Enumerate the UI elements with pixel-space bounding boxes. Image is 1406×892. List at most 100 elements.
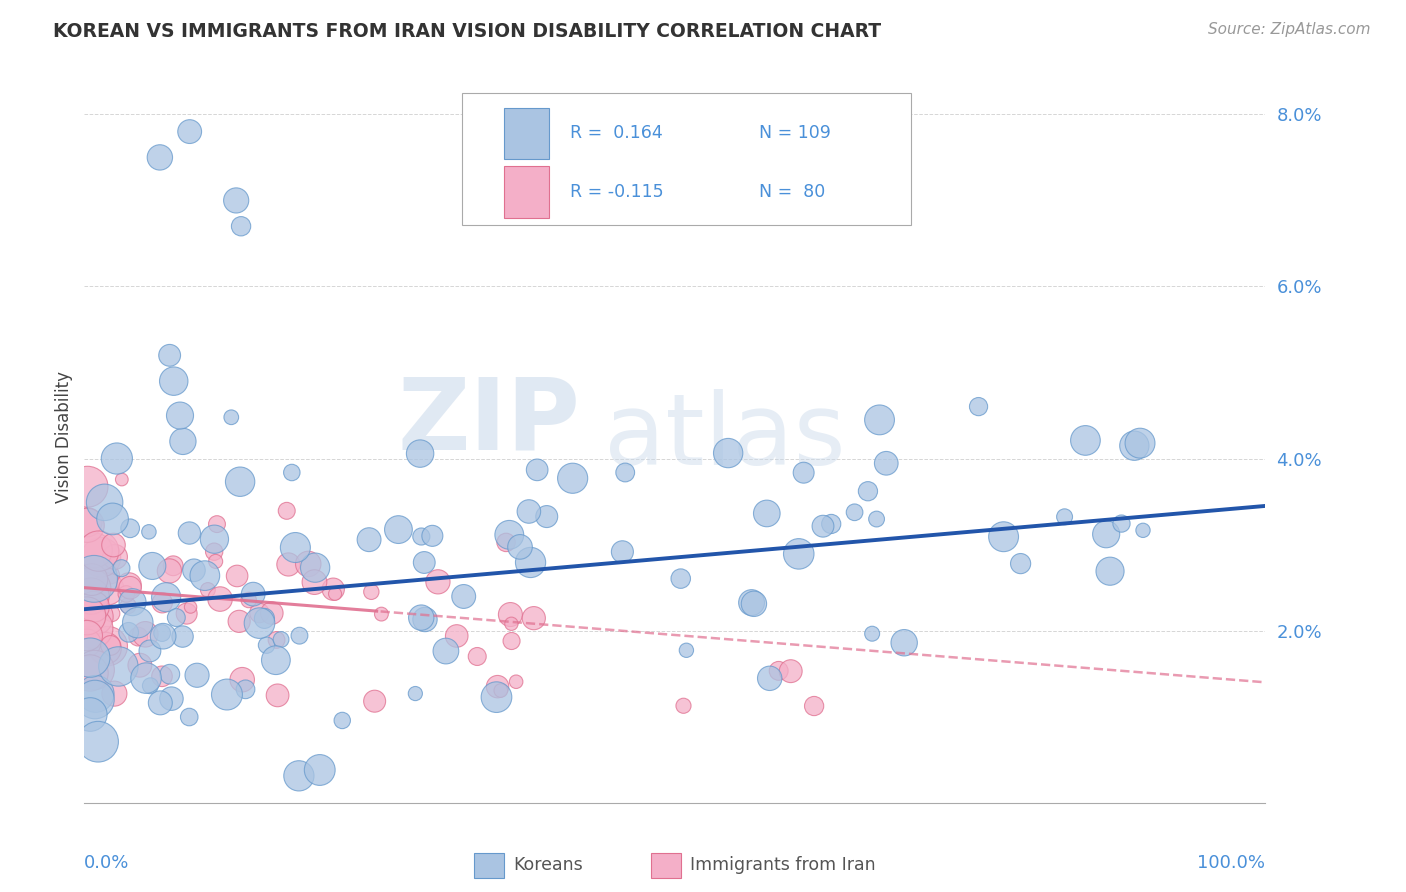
Point [266, 632, 288, 647]
Point [226, 569, 249, 583]
Point [561, 471, 583, 485]
Point [179, 125, 201, 139]
Point [228, 615, 250, 629]
Point [856, 484, 879, 499]
Text: N =  80: N = 80 [759, 183, 825, 201]
FancyBboxPatch shape [503, 108, 548, 159]
Point [97, 582, 120, 596]
Point [486, 680, 509, 694]
Point [453, 590, 475, 604]
Point [517, 504, 540, 518]
Point [90, 550, 112, 565]
Point [489, 683, 512, 698]
Point [172, 434, 194, 449]
Point [1111, 516, 1133, 531]
Point [197, 582, 219, 597]
Point [229, 219, 252, 234]
Point [76, 518, 98, 533]
Point [811, 519, 834, 533]
Point [536, 509, 558, 524]
Point [893, 636, 915, 650]
Point [434, 644, 457, 658]
Point [672, 698, 695, 713]
Point [304, 560, 326, 574]
Point [1132, 524, 1154, 538]
Point [742, 597, 765, 611]
Point [87, 735, 110, 749]
Point [107, 659, 129, 673]
Point [172, 630, 194, 644]
Point [264, 653, 287, 667]
Point [967, 400, 990, 414]
Point [139, 644, 162, 658]
Point [612, 545, 634, 559]
Point [758, 671, 780, 685]
Point [115, 587, 138, 601]
Point [523, 611, 546, 625]
Point [793, 466, 815, 480]
Point [120, 521, 142, 535]
Text: Immigrants from Iran: Immigrants from Iran [690, 856, 876, 874]
Point [426, 574, 449, 589]
Point [249, 616, 271, 631]
Point [100, 607, 122, 621]
Point [509, 540, 531, 554]
Text: ZIP: ZIP [398, 374, 581, 471]
Point [1123, 439, 1146, 453]
Point [84, 692, 107, 706]
Point [288, 769, 311, 783]
Point [330, 714, 353, 728]
Point [100, 568, 122, 582]
Point [359, 533, 381, 547]
Point [165, 610, 187, 624]
Point [717, 446, 740, 460]
Text: 0.0%: 0.0% [84, 854, 129, 872]
Point [465, 649, 488, 664]
Point [111, 473, 134, 487]
Point [79, 665, 101, 680]
Point [1098, 564, 1121, 578]
Point [83, 572, 105, 586]
Point [121, 595, 143, 609]
Point [80, 589, 103, 603]
Point [157, 564, 180, 578]
Point [117, 599, 139, 613]
Point [501, 616, 523, 631]
Point [422, 529, 444, 543]
Point [498, 528, 520, 542]
Point [127, 615, 149, 630]
FancyBboxPatch shape [474, 853, 503, 878]
Point [875, 456, 897, 470]
Point [103, 687, 125, 701]
Point [993, 530, 1015, 544]
Point [276, 504, 298, 518]
Point [150, 596, 173, 610]
Point [284, 541, 307, 555]
Point [495, 535, 517, 549]
Point [768, 664, 790, 678]
Point [105, 451, 128, 466]
Point [82, 621, 104, 635]
Point [80, 588, 103, 602]
Text: 100.0%: 100.0% [1198, 854, 1265, 872]
Point [413, 556, 436, 570]
Point [84, 687, 107, 701]
Point [411, 610, 433, 624]
Point [820, 516, 842, 531]
Point [204, 554, 226, 568]
Point [281, 466, 304, 480]
Point [87, 544, 110, 558]
Point [93, 495, 115, 509]
Point [159, 667, 181, 681]
Text: N = 109: N = 109 [759, 124, 831, 143]
Point [370, 607, 392, 621]
Point [277, 558, 299, 572]
Point [260, 606, 283, 620]
Point [128, 658, 150, 673]
Point [179, 526, 201, 541]
Point [387, 523, 409, 537]
Point [308, 763, 330, 777]
Point [803, 699, 825, 714]
Point [94, 641, 117, 656]
Point [270, 632, 292, 647]
